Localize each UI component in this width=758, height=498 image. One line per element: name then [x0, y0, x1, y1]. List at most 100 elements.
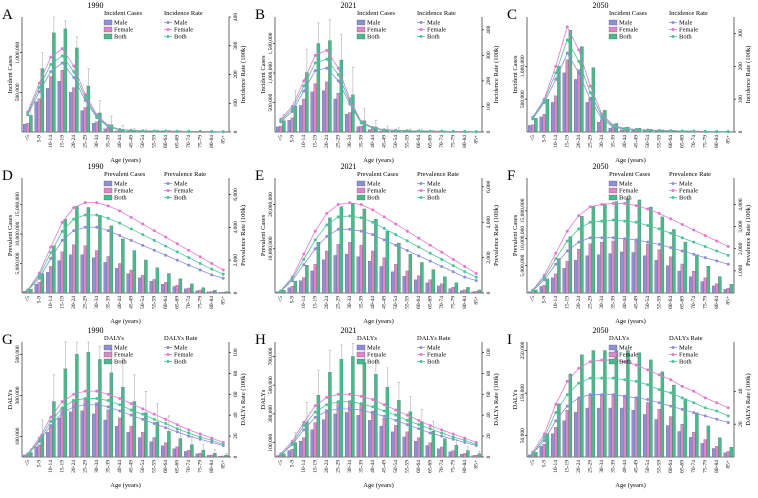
legend-point — [419, 35, 423, 38]
y-right-tick-label: 200 — [738, 62, 744, 71]
bar-female — [554, 427, 558, 458]
y-right-tick-label: 20 — [233, 433, 239, 439]
bar-male — [643, 130, 647, 133]
rate-line-male — [532, 52, 729, 133]
x-tick-label: 50-54 — [645, 135, 651, 148]
rate-point-both — [417, 423, 421, 427]
rate-point-male — [359, 408, 363, 412]
bar-female — [703, 277, 707, 294]
x-tick-label: 50-54 — [140, 135, 146, 148]
rate-point-both — [371, 220, 375, 224]
rate-point-both — [152, 129, 156, 133]
legend-cases-title: Incident Cases — [609, 10, 648, 17]
x-tick-label: 20-24 — [576, 135, 582, 148]
x-tick-label: 15-19 — [313, 460, 319, 473]
x-tick-label: 20-24 — [71, 296, 77, 309]
legend-point — [419, 346, 423, 349]
x-tick-label: 60-64 — [163, 296, 169, 309]
rate-point-both — [463, 129, 467, 133]
bar-male — [620, 129, 624, 133]
bar-female — [542, 114, 546, 133]
y-right-tick-label: 300 — [233, 41, 239, 50]
legend-swatch — [356, 358, 366, 365]
x-tick-label: 70-74 — [691, 135, 697, 148]
rate-point-female — [703, 234, 707, 237]
rate-line-male — [280, 67, 477, 133]
y-right-tick-label: 6,000 — [233, 188, 239, 201]
y-right-axis-label: DALYs Rate (100k) — [745, 373, 752, 425]
bar-female — [210, 454, 214, 458]
rate-point-male — [542, 278, 546, 282]
legend-point — [419, 28, 423, 31]
rate-point-female — [141, 407, 145, 411]
bar-male — [551, 102, 555, 133]
rate-point-male — [49, 70, 53, 74]
bar-female — [60, 70, 64, 133]
bar-male — [345, 114, 349, 133]
bar-both — [339, 59, 344, 133]
bar-female — [290, 448, 294, 458]
bar-male — [218, 292, 222, 294]
rate-point-both — [279, 453, 283, 457]
bar-female — [106, 409, 110, 458]
y-tick-label: 250,000 — [520, 341, 526, 359]
rate-point-both — [187, 256, 191, 260]
bar-both — [213, 290, 217, 294]
rate-point-both — [588, 376, 592, 380]
bar-female — [371, 410, 375, 458]
rate-point-both — [336, 215, 340, 219]
rate-point-female — [394, 408, 398, 412]
rate-point-female — [565, 25, 569, 29]
legend-cases-title: DALYs — [357, 335, 377, 342]
x-tick-label: 10-14 — [48, 460, 54, 473]
rate-point-both — [703, 245, 707, 249]
bar-male — [425, 282, 429, 294]
bar-male — [310, 91, 314, 133]
y-right-tick-label: 2,000 — [486, 251, 492, 264]
bar-both — [545, 433, 550, 458]
bar-both — [591, 350, 596, 458]
x-tick-label: <5 — [25, 460, 31, 466]
rate-point-both — [405, 418, 409, 422]
x-tick-label: 65-69 — [175, 135, 181, 148]
bar-both — [351, 94, 355, 133]
rate-point-female — [692, 389, 696, 393]
bar-both — [466, 450, 470, 458]
bar-male — [528, 125, 532, 133]
bar-both — [144, 412, 148, 458]
bar-male — [23, 291, 27, 294]
bar-male — [126, 273, 130, 294]
rate-point-male — [680, 407, 684, 411]
x-tick-label: 70-74 — [691, 460, 697, 473]
panel-year: 2021 — [341, 162, 357, 171]
rate-point-both — [646, 383, 650, 387]
bar-both — [155, 421, 160, 458]
legend-label: Both — [367, 359, 380, 366]
bar-male — [287, 450, 291, 458]
bar-male — [46, 432, 50, 458]
legend-label: Female — [174, 188, 193, 195]
bar-male — [310, 429, 314, 458]
rate-point-male — [72, 229, 76, 233]
rate-point-female — [49, 55, 53, 59]
x-tick-label: 10-14 — [301, 460, 307, 473]
bar-female — [106, 127, 110, 133]
x-tick-label: 10-14 — [48, 296, 54, 309]
bar-both — [603, 203, 607, 294]
rate-point-female — [623, 360, 627, 364]
x-tick-label: 70-74 — [186, 296, 192, 309]
rate-point-male — [474, 279, 478, 283]
y-right-tick-label: 0 — [233, 455, 239, 458]
legend-point — [671, 189, 675, 192]
x-tick-label: 80-84 — [714, 460, 720, 473]
rate-point-both — [118, 221, 122, 225]
bar-female — [95, 121, 99, 133]
rate-line-both — [27, 214, 224, 291]
bar-both — [63, 219, 68, 294]
bar-male — [345, 253, 349, 294]
x-tick-label: 35-39 — [611, 460, 617, 473]
legend-label: Male — [427, 181, 440, 188]
bar-both — [213, 453, 217, 458]
rate-point-male — [60, 61, 64, 65]
legend-label: Female — [619, 352, 638, 359]
